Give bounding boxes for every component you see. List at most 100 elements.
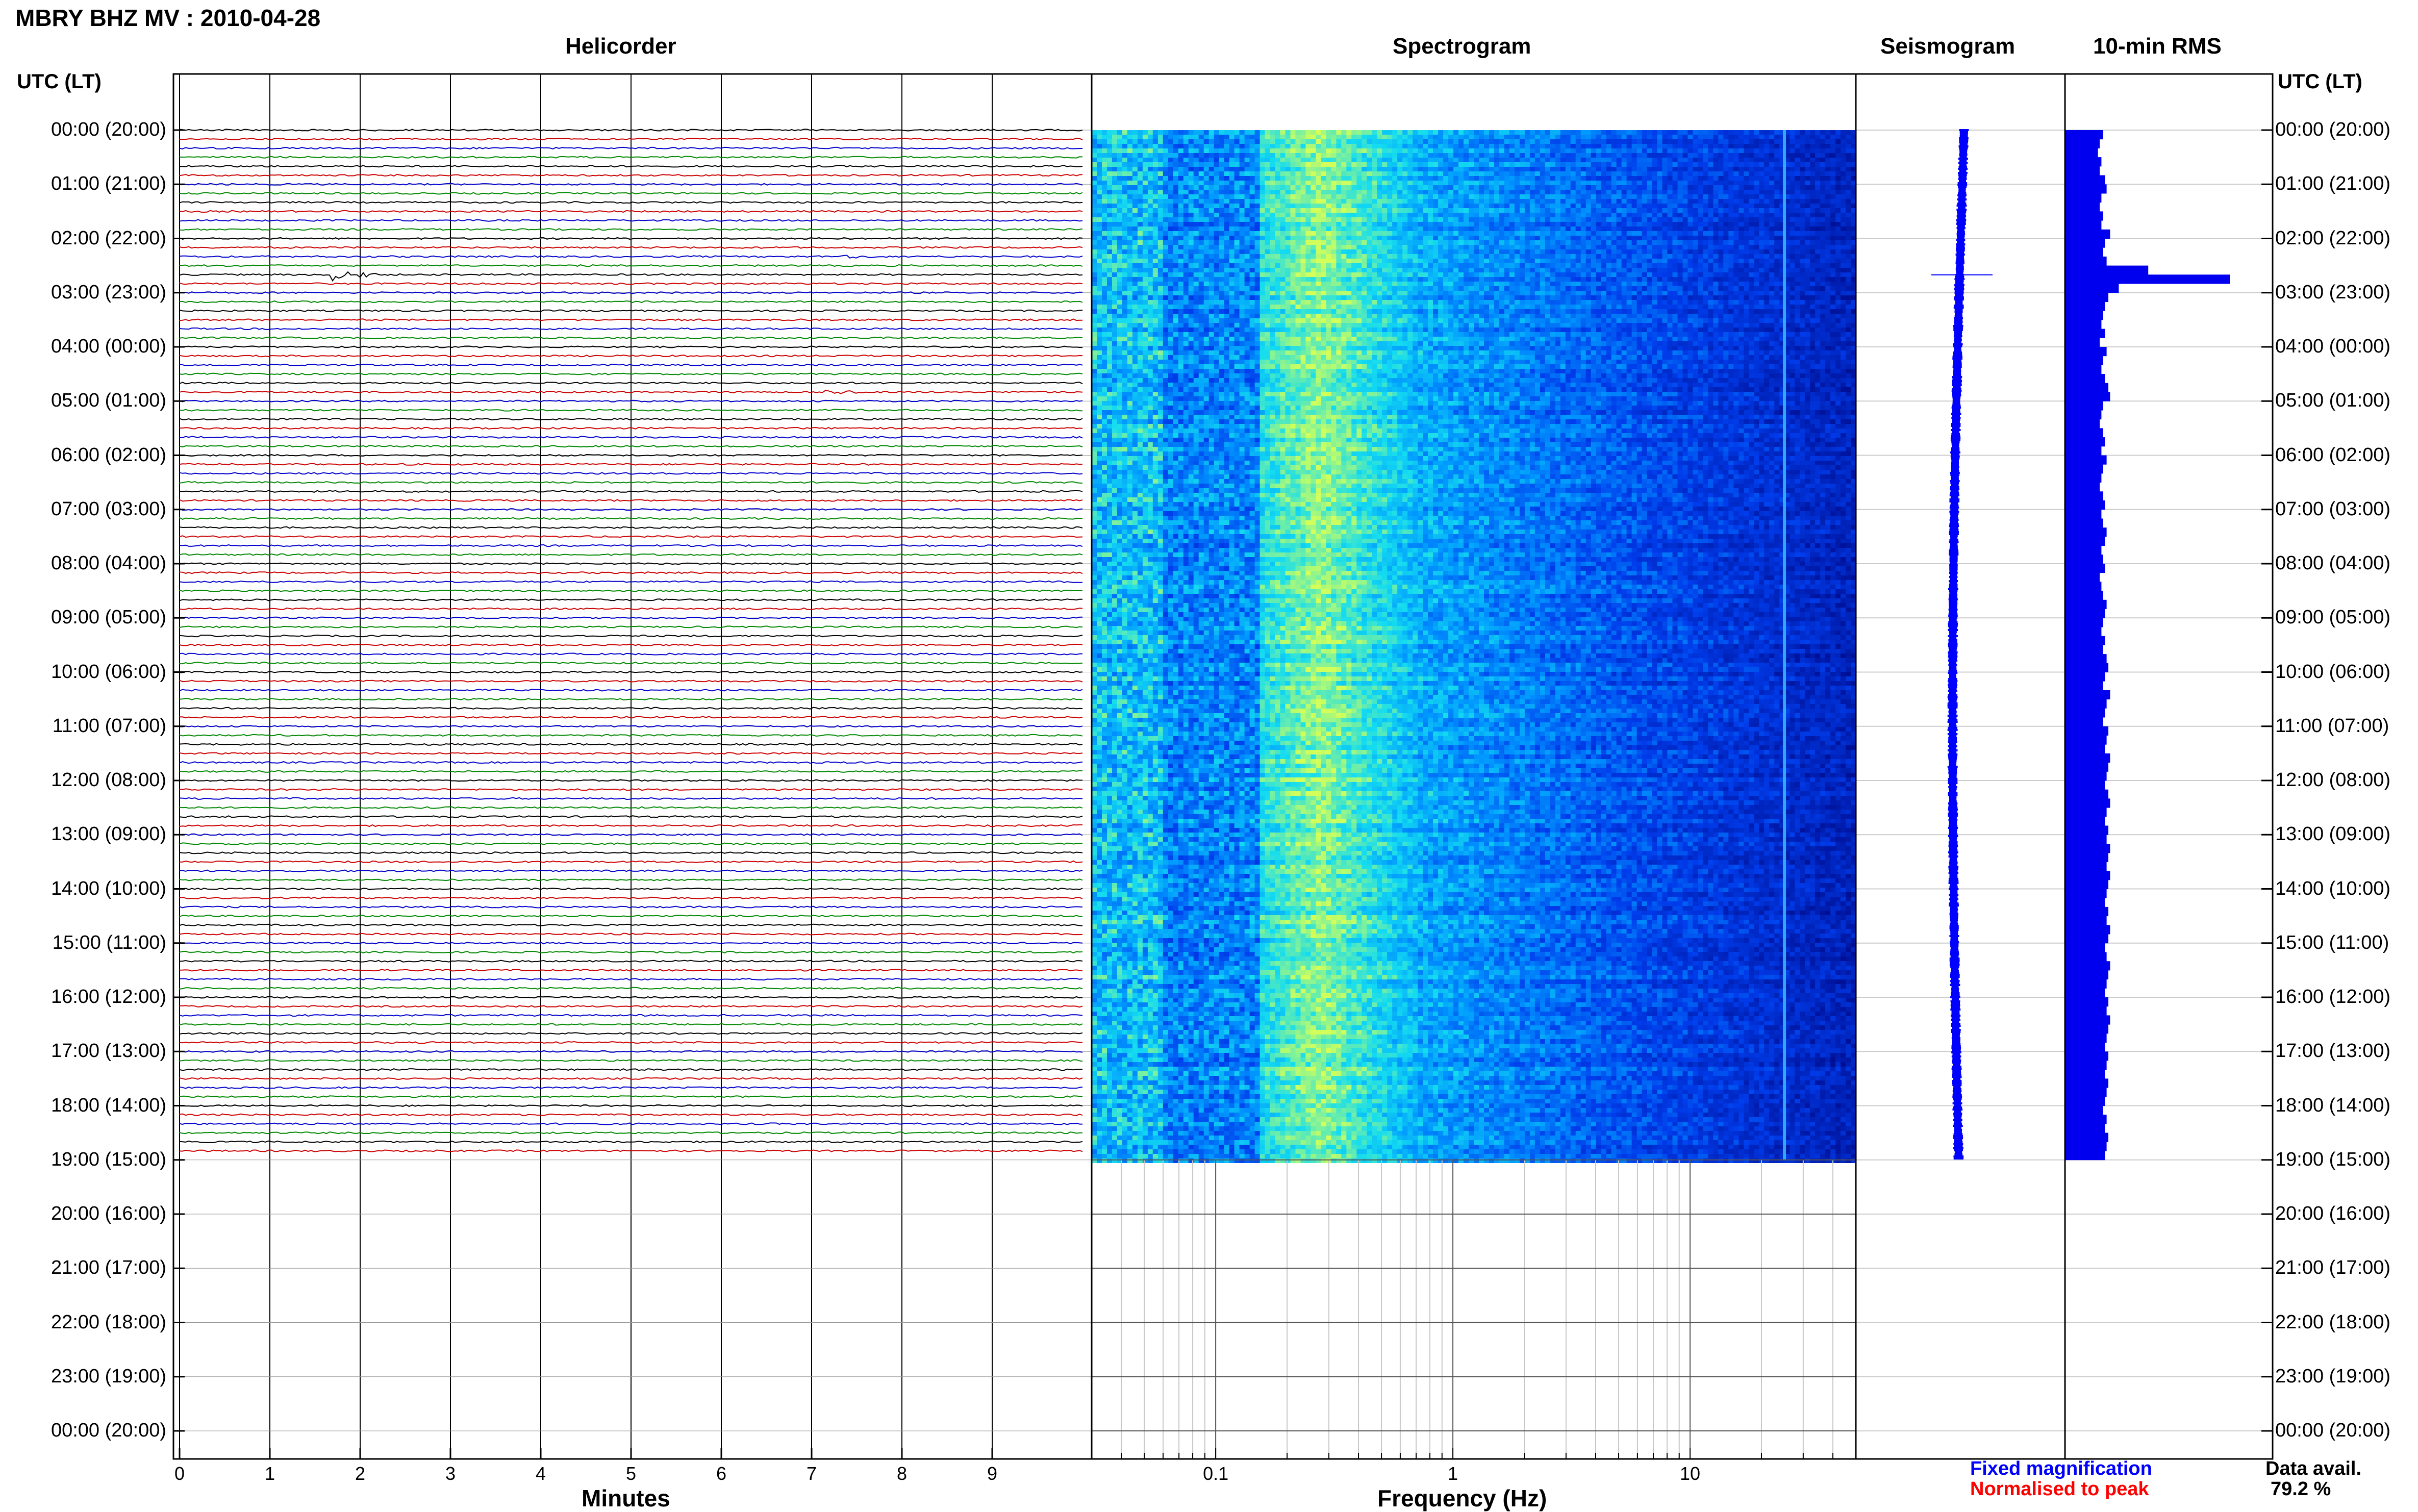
y-tick-label-left-22: 22:00 (18:00) [51,1312,166,1333]
y-tick-label-right-24: 00:00 (20:00) [2275,1420,2390,1442]
rms-bar-84 [2065,889,2107,898]
rms-bar-67 [2065,736,2107,745]
rms-bar-4 [2065,166,2100,175]
y-tick-label-left-20: 20:00 (16:00) [51,1203,166,1225]
y-tick-label-right-6: 06:00 (02:00) [2275,444,2390,466]
frequency-tick-label-10: 10 [1680,1463,1700,1484]
rms-bars [2065,130,2230,1160]
rms-bar-58 [2065,654,2107,663]
minute-tick-label-6: 6 [716,1463,726,1484]
helicorder-title: Helicorder [565,34,676,59]
y-tick-label-right-19: 19:00 (15:00) [2275,1149,2390,1171]
y-tick-label-left-17: 17:00 (13:00) [51,1040,166,1062]
rms-bar-113 [2065,1151,2105,1160]
minute-tick-label-8: 8 [897,1463,907,1484]
y-tick-label-left-23: 23:00 (19:00) [51,1366,166,1388]
rms-bar-43 [2065,519,2103,528]
y-tick-label-left-3: 03:00 (23:00) [51,282,166,304]
rms-bar-89 [2065,934,2108,943]
rms-bar-24 [2065,347,2107,356]
spectrogram-grid [1092,1160,1856,1459]
y-tick-label-right-7: 07:00 (03:00) [2275,498,2390,520]
rms-bar-48 [2065,564,2105,573]
rms-bar-53 [2065,609,2105,618]
utc-lt-label-left: UTC (LT) [17,70,102,93]
rms-bar-110 [2065,1124,2105,1133]
rms-bar-27 [2065,374,2105,383]
y-tick-label-right-10: 10:00 (06:00) [2275,661,2390,683]
y-tick-label-left-0: 00:00 (20:00) [51,119,166,141]
rms-bar-70 [2065,763,2108,772]
station-title: MBRY BHZ MV : 2010-04-28 [15,4,320,32]
rms-bar-77 [2065,826,2108,835]
rms-bar-35 [2065,446,2101,456]
rms-bar-111 [2065,1133,2108,1142]
y-tick-label-right-0: 00:00 (20:00) [2275,119,2390,141]
rms-bar-97 [2065,1006,2107,1016]
rms-bar-98 [2065,1015,2110,1024]
minutes-axis-label: Minutes [582,1484,670,1512]
rms-bar-15 [2065,266,2148,275]
rms-bar-100 [2065,1034,2107,1043]
utc-lt-label-right: UTC (LT) [2278,70,2362,93]
rms-bar-38 [2065,473,2101,483]
rms-bar-82 [2065,871,2110,880]
y-tick-label-right-21: 21:00 (17:00) [2275,1257,2390,1279]
minute-tick-label-3: 3 [445,1463,456,1484]
y-tick-label-right-3: 03:00 (23:00) [2275,282,2390,304]
rms-bar-36 [2065,456,2107,465]
y-tick-label-right-5: 05:00 (01:00) [2275,390,2390,412]
y-tick-label-right-2: 02:00 (22:00) [2275,228,2390,249]
rms-bar-91 [2065,952,2107,962]
seismogram-title: Seismogram [1880,34,2015,59]
rms-bar-19 [2065,302,2105,311]
rms-bar-74 [2065,798,2110,808]
rms-bar-41 [2065,500,2105,510]
spectral-line-25hz [1783,130,1786,1160]
rms-bar-3 [2065,157,2101,166]
rms-bar-56 [2065,636,2105,645]
rms-bar-6 [2065,184,2107,193]
rms-bar-29 [2065,392,2110,401]
rms-bar-72 [2065,780,2105,790]
rms-bar-86 [2065,907,2108,916]
rms-bar-105 [2065,1078,2108,1088]
y-tick-label-right-16: 16:00 (12:00) [2275,986,2390,1008]
rms-bar-42 [2065,510,2101,519]
rms-bar-46 [2065,546,2101,555]
rms-bar-88 [2065,925,2110,934]
rms-bar-26 [2065,365,2101,374]
minute-tick-label-0: 0 [174,1463,185,1484]
minute-tick-label-4: 4 [536,1463,546,1484]
rms-bar-33 [2065,428,2103,437]
rms-bar-39 [2065,483,2100,492]
rms-bar-5 [2065,175,2105,185]
y-tick-label-right-20: 20:00 (16:00) [2275,1203,2390,1225]
rms-bar-49 [2065,573,2100,582]
frequency-tick-label-1: 1 [1448,1463,1458,1484]
rms-bar-60 [2065,672,2105,682]
rms-bar-63 [2065,699,2107,709]
y-tick-label-left-13: 13:00 (09:00) [51,823,166,845]
y-tick-label-left-21: 21:00 (17:00) [51,1257,166,1279]
rms-bar-112 [2065,1142,2107,1151]
rms-bar-90 [2065,943,2105,952]
rms-bar-57 [2065,645,2103,654]
y-tick-label-right-4: 04:00 (00:00) [2275,336,2390,358]
rms-bar-12 [2065,239,2105,248]
legend-fixed-magnification: Fixed magnification [1970,1458,2152,1480]
rms-title: 10-min RMS [2093,34,2222,59]
y-tick-label-right-1: 01:00 (21:00) [2275,173,2390,195]
rms-bar-0 [2065,130,2103,139]
rms-bar-16 [2065,274,2230,284]
y-tick-label-left-1: 01:00 (21:00) [51,173,166,195]
rms-bar-68 [2065,744,2105,753]
rms-bar-8 [2065,203,2100,212]
rms-bar-104 [2065,1070,2105,1079]
y-tick-label-right-18: 18:00 (14:00) [2275,1095,2390,1117]
rms-bar-69 [2065,753,2110,763]
rms-bar-81 [2065,862,2107,871]
seismogram-trace [1931,130,1993,1158]
y-tick-label-right-17: 17:00 (13:00) [2275,1040,2390,1062]
